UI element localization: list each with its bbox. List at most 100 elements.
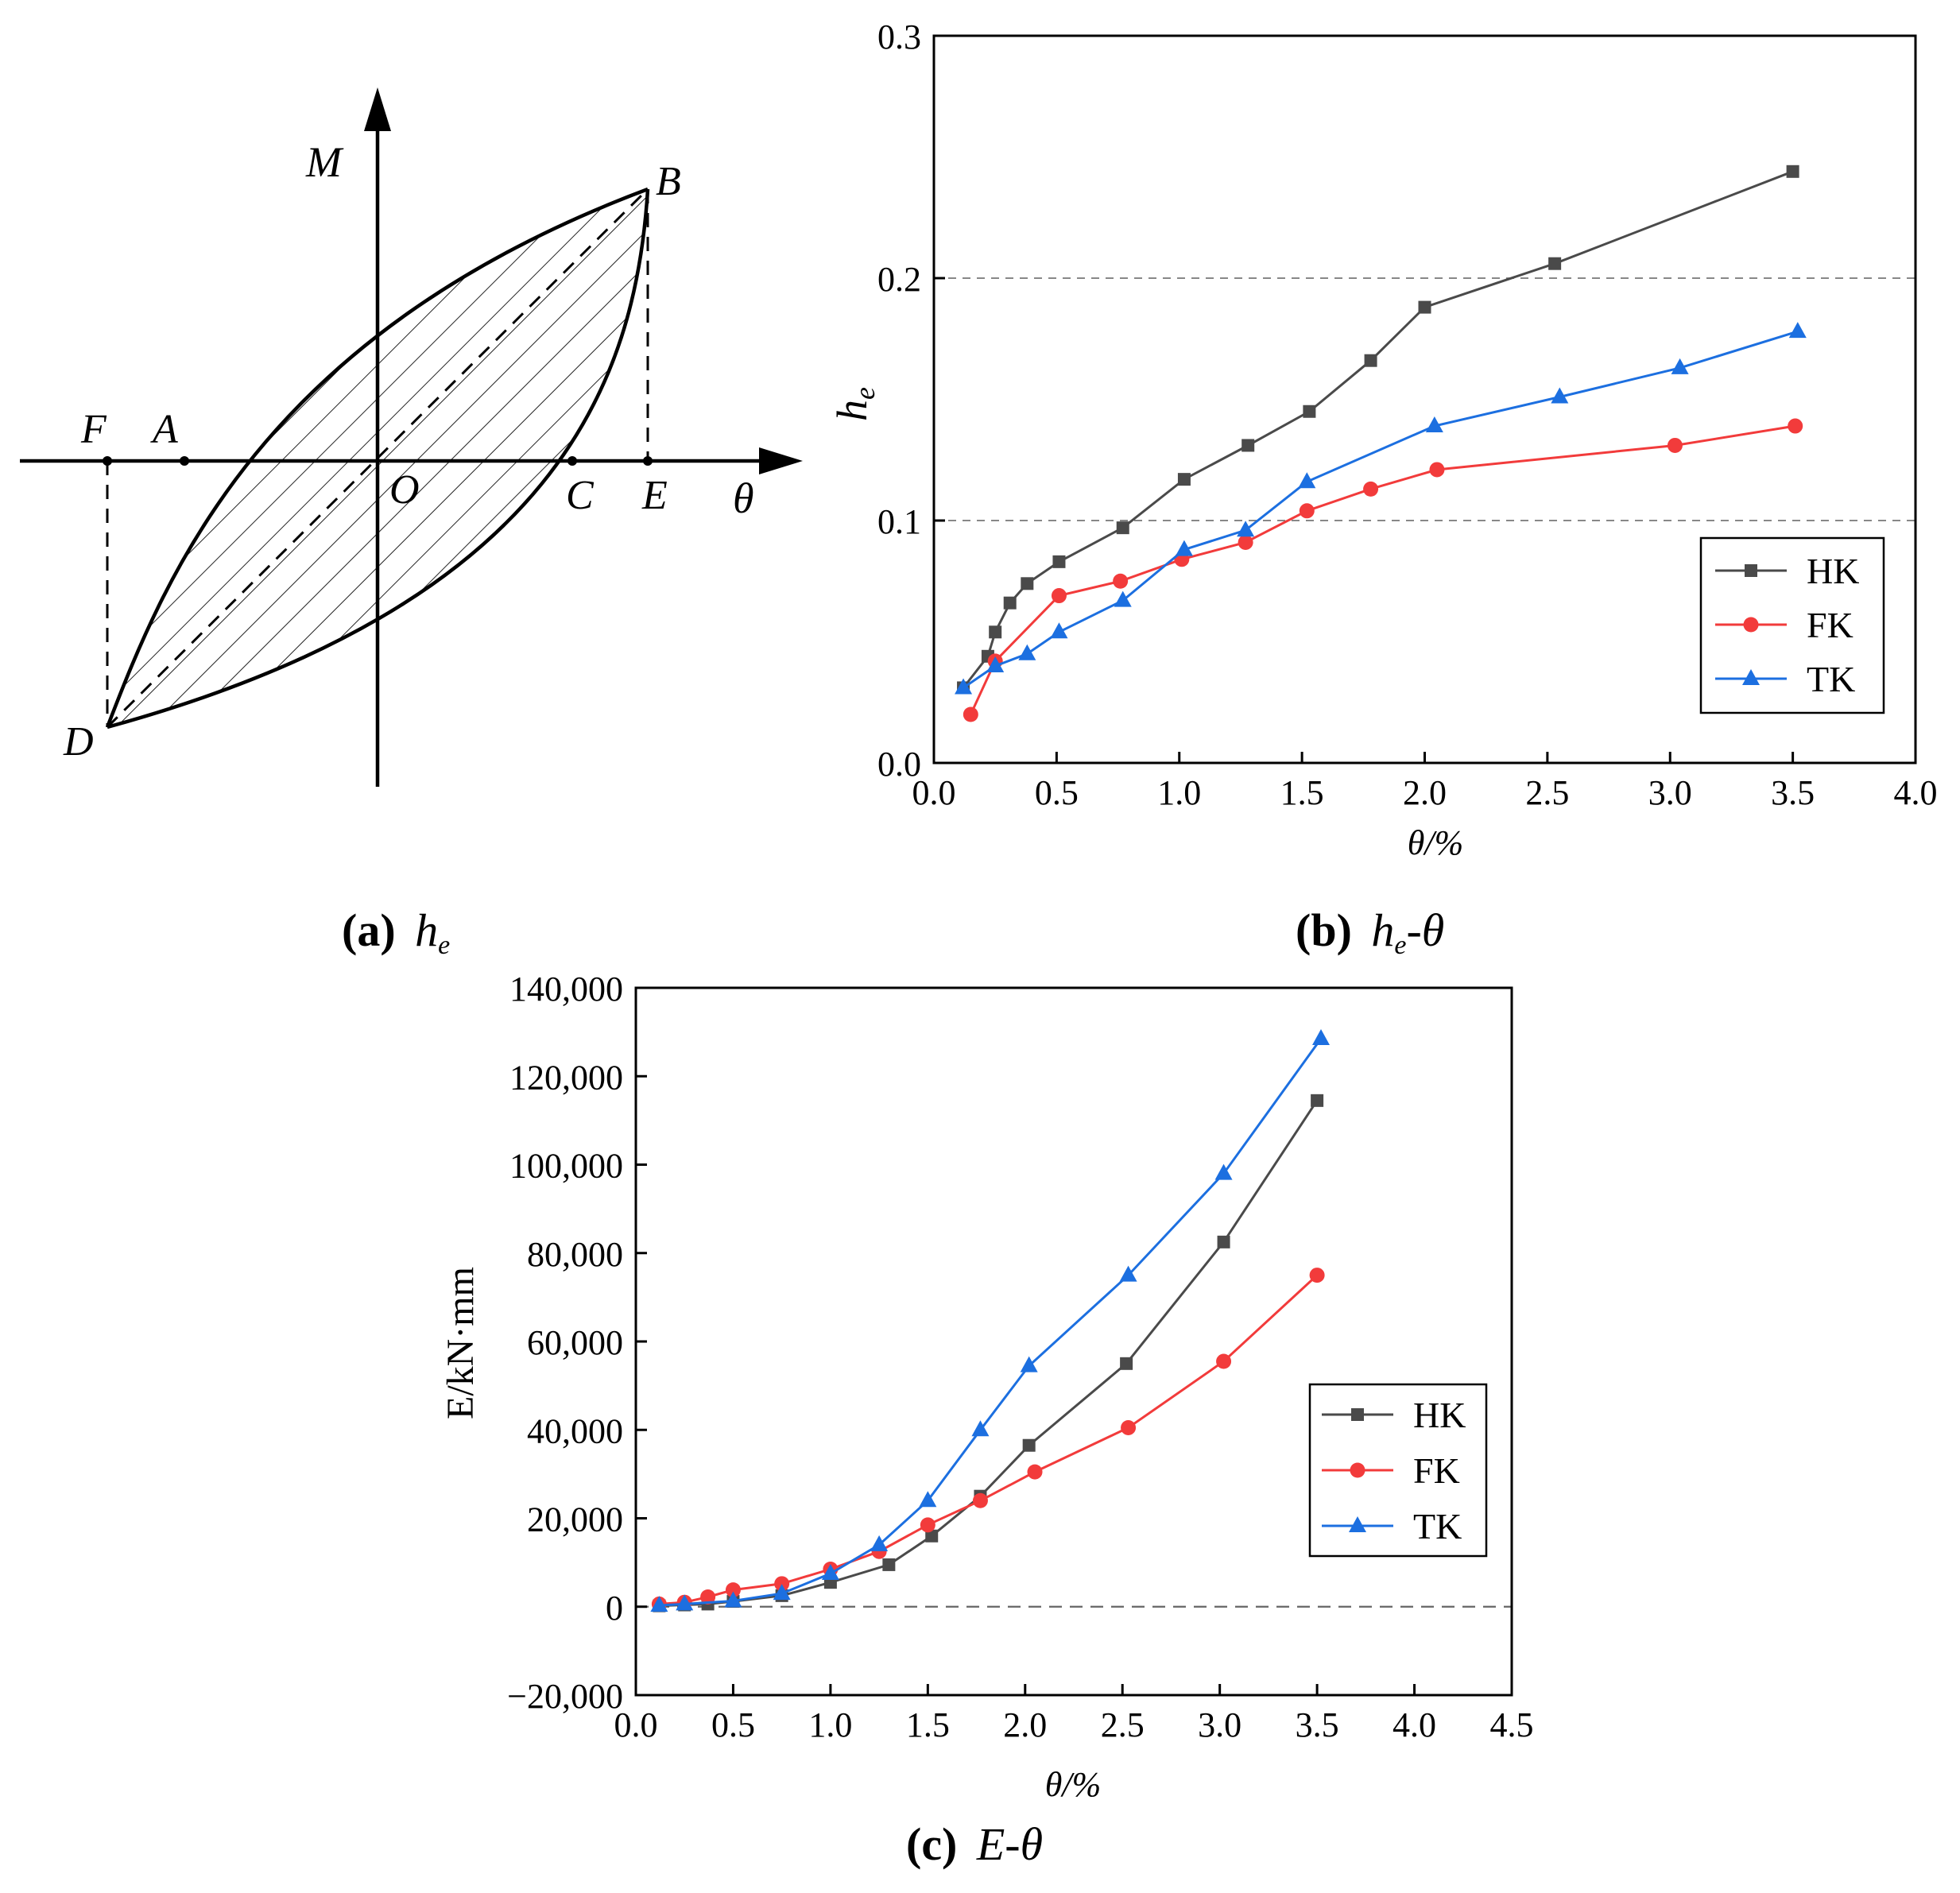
point-label-B: B <box>656 159 681 204</box>
panel-a-schematic: M θ B F A O C E D (a) he <box>20 87 803 960</box>
series-line-FK <box>659 1274 1319 1605</box>
legend-label-TK: TK <box>1807 659 1855 699</box>
y-tick-label: 140,000 <box>509 970 623 1008</box>
point-F-dot <box>103 456 112 466</box>
data-point-TK <box>724 1591 742 1608</box>
data-point-FK <box>1363 481 1379 497</box>
series-HK <box>957 165 1799 695</box>
hysteresis-loop-lower-branch <box>107 188 650 730</box>
chart-b-ylabel: he <box>828 387 881 421</box>
legend-marker-HK <box>1745 564 1757 577</box>
chart-b-ylabel-sub: e <box>849 387 881 400</box>
data-point-TK <box>650 1596 668 1612</box>
data-point-FK <box>774 1576 790 1592</box>
diagonal-dashed-line <box>106 188 649 729</box>
y-tick-label: 120,000 <box>509 1058 623 1097</box>
y-tick-label: 100,000 <box>509 1147 623 1186</box>
legend-label-FK: FK <box>1413 1450 1460 1491</box>
point-label-D: D <box>63 719 94 765</box>
chart-c-ylabel: E/kN·mm <box>440 1267 482 1419</box>
chart-c-series <box>650 1028 1331 1612</box>
data-point-TK <box>1114 590 1132 607</box>
chart-b-reference-lines <box>934 277 1915 521</box>
legend-label-HK: HK <box>1807 551 1859 591</box>
data-point-FK <box>1051 588 1067 604</box>
caption-b-suffix: -θ <box>1406 904 1444 956</box>
x-tick-label: 1.5 <box>906 1705 950 1744</box>
hysteresis-loop-upper-branch <box>105 187 649 728</box>
data-point-TK <box>955 678 973 695</box>
legend-marker-FK <box>1743 617 1759 633</box>
data-point-TK <box>1018 644 1036 660</box>
series-FK <box>651 1268 1325 1612</box>
data-point-FK <box>1667 437 1683 453</box>
data-point-TK <box>1671 358 1689 374</box>
chart-b-series <box>955 165 1807 722</box>
point-C-dot <box>567 456 577 466</box>
data-point-TK <box>1175 540 1193 556</box>
caption-b-subscript: e <box>1394 931 1406 960</box>
data-point-HK <box>1003 596 1017 610</box>
x-tick-label: 3.5 <box>1296 1705 1339 1744</box>
x-tick-label: 2.0 <box>1003 1705 1047 1744</box>
series-FK <box>963 418 1803 722</box>
series-line-TK <box>963 330 1799 689</box>
data-point-FK <box>1121 1419 1137 1435</box>
series-line-FK <box>969 424 1795 715</box>
point-A-dot <box>180 456 189 466</box>
y-tick-label: 60,000 <box>527 1323 623 1362</box>
data-point-TK <box>1214 1163 1233 1180</box>
y-tick-label: 80,000 <box>527 1235 623 1274</box>
x-tick-label: 3.5 <box>1771 773 1815 812</box>
caption-b: (b) he-θ <box>1296 904 1444 960</box>
data-point-TK <box>971 1420 990 1437</box>
x-tick-label: 0.0 <box>614 1705 658 1744</box>
caption-a-subscript: e <box>438 931 450 960</box>
data-point-TK <box>1020 1356 1038 1372</box>
chart-b-ylabel-main: h <box>828 400 876 421</box>
data-point-TK <box>1119 1265 1137 1282</box>
axis-label-M: M <box>305 138 344 186</box>
y-tick-label: 0 <box>606 1589 623 1628</box>
caption-c-letter: (c) <box>906 1818 957 1870</box>
chart-c-ticks: 0.0 0.5 1.0 1.5 2.0 2.5 3.0 3.5 4.0 4.5 −20,000 0 20… <box>507 970 1533 1744</box>
y-tick-label: 40,000 <box>527 1411 623 1450</box>
legend-label-TK: TK <box>1413 1506 1462 1547</box>
data-point-HK <box>1418 300 1431 314</box>
data-point-TK <box>1298 472 1316 489</box>
chart-E-theta: 0.0 0.5 1.0 1.5 2.0 2.5 3.0 3.5 4.0 4.5 −20,000 0 20… <box>440 970 1534 1870</box>
chart-c-xlabel: θ/% <box>1045 1765 1102 1804</box>
chart-c-plot-frame <box>634 986 1513 1697</box>
data-point-TK <box>773 1584 791 1601</box>
data-point-TK <box>1050 622 1068 639</box>
point-label-A: A <box>150 407 178 452</box>
data-point-FK <box>1238 534 1253 550</box>
x-tick-label: 2.0 <box>1403 773 1447 812</box>
data-point-FK <box>1309 1268 1325 1283</box>
legend-label-HK: HK <box>1413 1395 1466 1435</box>
data-point-FK <box>1299 503 1315 519</box>
data-point-HK <box>1548 257 1562 270</box>
data-point-HK <box>925 1529 939 1543</box>
chart-c-legend-items: HK FK TK <box>1322 1395 1466 1547</box>
data-point-FK <box>1027 1464 1043 1480</box>
x-tick-label: 2.5 <box>1101 1705 1145 1744</box>
series-line-TK <box>659 1038 1323 1607</box>
data-point-TK <box>821 1564 839 1581</box>
data-point-FK <box>700 1589 716 1605</box>
caption-a-letter: (a) <box>342 904 396 956</box>
data-point-HK <box>1303 405 1316 418</box>
x-tick-label: 4.0 <box>1393 1705 1436 1744</box>
y-tick-label: 0.3 <box>877 17 921 56</box>
data-point-HK <box>1022 1438 1036 1452</box>
y-axis-arrowhead <box>364 87 391 131</box>
data-point-TK <box>986 656 1005 672</box>
chart-c-legend: HK FK TK <box>1308 1383 1488 1558</box>
axis-label-theta: θ <box>733 474 754 522</box>
caption-a: (a) he <box>342 904 450 960</box>
data-point-TK <box>1312 1028 1331 1045</box>
caption-b-symbol: h <box>1371 904 1394 956</box>
data-point-TK <box>919 1491 937 1508</box>
x-tick-label: 1.0 <box>1157 773 1201 812</box>
data-point-TK <box>1425 416 1443 433</box>
